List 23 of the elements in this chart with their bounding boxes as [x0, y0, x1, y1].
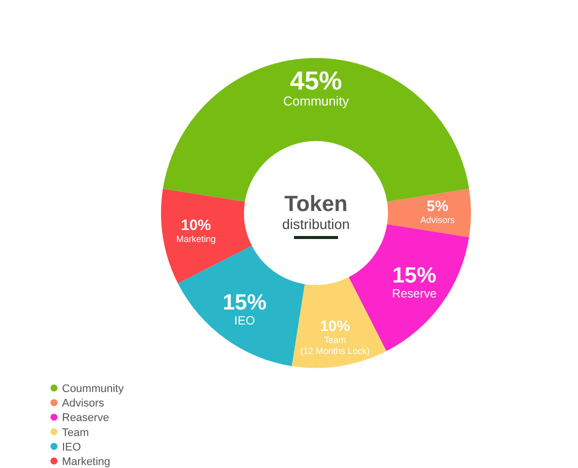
data-label: 10%	[180, 217, 212, 234]
text: Team (12 Months Lock)	[300, 335, 370, 356]
legend-label: Marketing	[62, 456, 110, 468]
text: Marketing	[176, 234, 216, 244]
text: Reserve	[392, 286, 437, 300]
data-label: 15%	[222, 289, 267, 314]
donut-slice	[161, 188, 252, 284]
legend-label: Advisors	[62, 398, 105, 410]
legend-label: Coummunity	[62, 383, 124, 395]
donut-slice	[292, 277, 386, 368]
legend-label: IEO	[62, 441, 82, 454]
data-label: 10%	[320, 318, 350, 336]
donut-slice	[387, 188, 471, 238]
text: Advisors	[420, 215, 456, 225]
text: IEO	[234, 313, 255, 328]
data-label: 45%	[290, 66, 342, 96]
legend-label: Reaserve	[62, 412, 110, 424]
text: Token	[284, 191, 348, 216]
text: Community	[283, 94, 350, 108]
legend-label: Team	[62, 426, 89, 439]
data-label: 15%	[392, 262, 436, 288]
data-label: 5%	[426, 198, 448, 215]
text: distribution	[282, 216, 350, 232]
